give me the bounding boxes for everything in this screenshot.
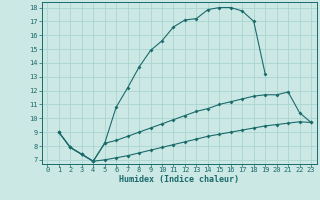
X-axis label: Humidex (Indice chaleur): Humidex (Indice chaleur) — [119, 175, 239, 184]
